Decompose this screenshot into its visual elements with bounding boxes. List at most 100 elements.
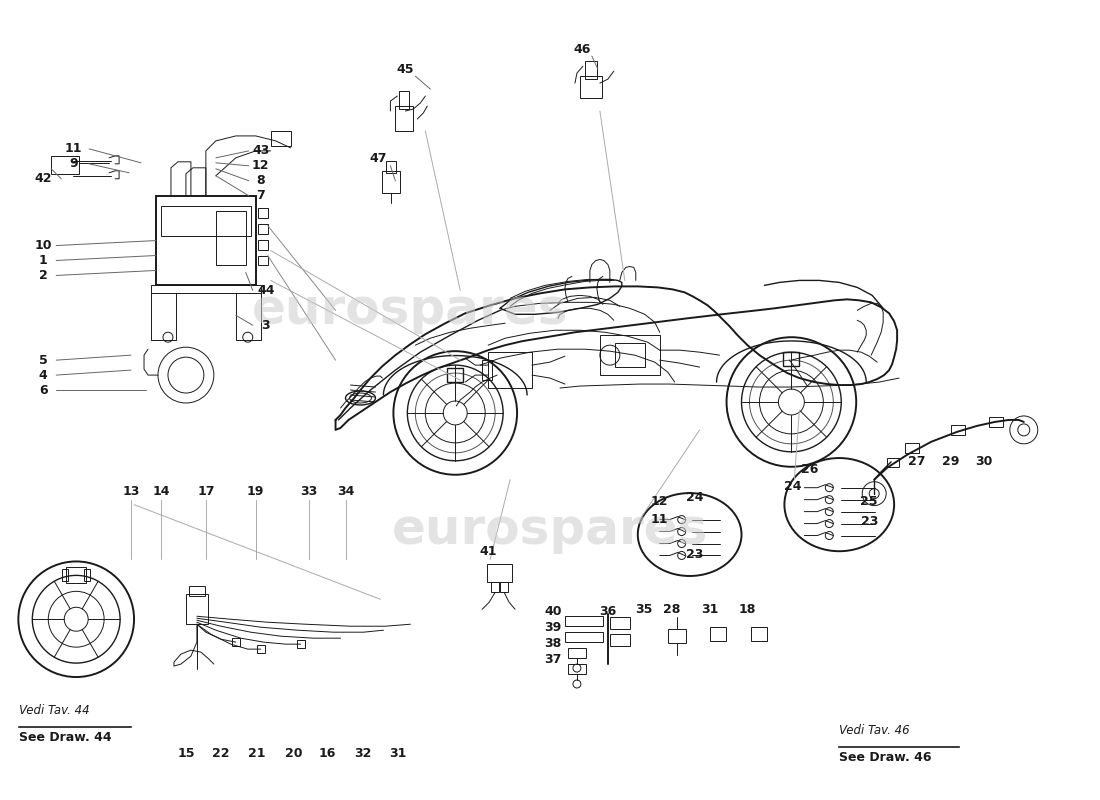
Text: 5: 5 xyxy=(39,354,47,366)
Text: 11: 11 xyxy=(65,142,82,155)
Bar xyxy=(257,239,267,250)
Text: 20: 20 xyxy=(285,747,303,760)
Bar xyxy=(615,343,645,367)
Bar xyxy=(488,352,532,388)
Text: 2: 2 xyxy=(39,269,47,282)
Text: 22: 22 xyxy=(212,747,230,760)
Bar xyxy=(989,417,1003,427)
Text: 12: 12 xyxy=(252,159,270,172)
Bar xyxy=(257,255,267,266)
Text: 18: 18 xyxy=(739,602,756,616)
Text: 3: 3 xyxy=(262,318,270,332)
Bar xyxy=(491,582,499,592)
Text: 46: 46 xyxy=(573,42,591,56)
Bar xyxy=(257,224,267,234)
Text: 4: 4 xyxy=(39,369,47,382)
Text: 13: 13 xyxy=(122,485,140,498)
Bar xyxy=(887,458,899,466)
Bar xyxy=(609,634,630,646)
Text: 17: 17 xyxy=(197,485,215,498)
Text: 26: 26 xyxy=(801,463,818,476)
Text: 16: 16 xyxy=(319,747,337,760)
Bar xyxy=(63,570,68,582)
Bar xyxy=(395,106,414,131)
Text: 24: 24 xyxy=(783,480,801,493)
Text: Vedi Tav. 44: Vedi Tav. 44 xyxy=(20,704,90,717)
Bar xyxy=(585,61,597,79)
Text: 45: 45 xyxy=(397,62,414,76)
Bar xyxy=(156,196,255,286)
Text: 31: 31 xyxy=(701,602,718,616)
Text: 25: 25 xyxy=(860,495,878,508)
Text: 8: 8 xyxy=(256,174,265,187)
Text: 29: 29 xyxy=(943,455,959,468)
Bar xyxy=(448,368,463,382)
Bar xyxy=(580,76,602,98)
Text: 7: 7 xyxy=(256,190,265,202)
Bar xyxy=(952,425,965,435)
Text: 33: 33 xyxy=(300,485,317,498)
Text: 19: 19 xyxy=(248,485,264,498)
Bar xyxy=(383,170,400,193)
Bar xyxy=(568,664,586,674)
Text: 21: 21 xyxy=(248,747,265,760)
Text: 42: 42 xyxy=(34,172,52,186)
Text: 11: 11 xyxy=(651,513,669,526)
Text: 43: 43 xyxy=(252,144,270,158)
Bar xyxy=(257,208,267,218)
Text: 36: 36 xyxy=(600,605,616,618)
Text: 1: 1 xyxy=(39,254,47,267)
Text: 14: 14 xyxy=(152,485,169,498)
Text: See Draw. 46: See Draw. 46 xyxy=(839,750,932,764)
Text: Vedi Tav. 46: Vedi Tav. 46 xyxy=(839,724,910,737)
Text: 15: 15 xyxy=(177,747,195,760)
Text: 28: 28 xyxy=(663,602,681,616)
Bar xyxy=(189,586,205,596)
Text: 44: 44 xyxy=(257,284,275,297)
Text: 6: 6 xyxy=(39,383,47,397)
Text: 27: 27 xyxy=(909,455,926,468)
Bar xyxy=(386,161,396,173)
Text: eurospares: eurospares xyxy=(252,286,569,334)
Bar xyxy=(905,443,920,453)
Bar xyxy=(399,91,409,109)
Bar xyxy=(297,640,305,648)
Bar xyxy=(256,645,265,653)
Text: 10: 10 xyxy=(34,239,52,252)
Bar xyxy=(151,286,261,294)
Bar xyxy=(600,335,660,375)
Bar xyxy=(487,565,513,582)
Text: 34: 34 xyxy=(337,485,354,498)
Text: See Draw. 44: See Draw. 44 xyxy=(20,731,112,744)
Text: 40: 40 xyxy=(544,605,562,618)
Text: 47: 47 xyxy=(370,152,387,166)
Text: 24: 24 xyxy=(686,491,703,504)
Text: 30: 30 xyxy=(976,455,992,468)
Bar xyxy=(710,627,726,641)
Bar xyxy=(161,206,251,235)
Bar xyxy=(609,618,630,630)
Bar xyxy=(565,632,603,642)
Text: 32: 32 xyxy=(354,747,371,760)
Bar xyxy=(783,352,800,366)
Bar xyxy=(186,594,208,624)
Bar xyxy=(500,582,508,592)
Text: 39: 39 xyxy=(544,621,562,634)
Bar xyxy=(751,627,768,641)
Text: eurospares: eurospares xyxy=(392,506,708,554)
Bar xyxy=(565,616,603,626)
Bar xyxy=(232,638,240,646)
Text: 23: 23 xyxy=(860,515,878,528)
Text: 35: 35 xyxy=(635,602,652,616)
Text: 12: 12 xyxy=(651,495,669,508)
Bar xyxy=(66,567,86,583)
Text: 41: 41 xyxy=(480,545,497,558)
Bar xyxy=(85,570,90,582)
Bar xyxy=(668,630,685,643)
Bar xyxy=(482,360,492,380)
Bar xyxy=(568,648,586,658)
Text: 9: 9 xyxy=(69,158,77,170)
Text: 38: 38 xyxy=(544,637,562,650)
Text: 31: 31 xyxy=(388,747,406,760)
Text: 23: 23 xyxy=(686,548,703,561)
